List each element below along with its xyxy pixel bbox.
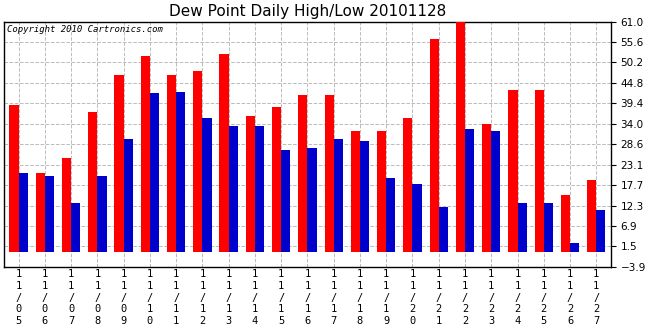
Title: Dew Point Daily High/Low 20101128: Dew Point Daily High/Low 20101128 [169, 4, 446, 19]
Bar [281, 150, 291, 252]
Bar [491, 131, 500, 252]
Bar [544, 203, 553, 252]
Bar [71, 203, 81, 252]
Bar [377, 131, 386, 252]
Bar [570, 243, 579, 252]
Bar [140, 56, 150, 252]
Bar [255, 125, 264, 252]
Bar [587, 180, 596, 252]
Bar [482, 124, 491, 252]
Bar [360, 141, 369, 252]
Bar [220, 54, 229, 252]
Bar [439, 207, 448, 252]
Bar [124, 139, 133, 252]
Bar [413, 184, 422, 252]
Bar [596, 211, 606, 252]
Bar [176, 91, 185, 252]
Bar [298, 95, 307, 252]
Text: Copyright 2010 Cartronics.com: Copyright 2010 Cartronics.com [7, 25, 163, 34]
Bar [333, 139, 343, 252]
Bar [430, 39, 439, 252]
Bar [465, 129, 474, 252]
Bar [45, 177, 54, 252]
Bar [508, 90, 517, 252]
Bar [202, 118, 212, 252]
Bar [272, 107, 281, 252]
Bar [9, 105, 19, 252]
Bar [246, 116, 255, 252]
Bar [19, 173, 28, 252]
Bar [561, 195, 570, 252]
Bar [351, 131, 360, 252]
Bar [324, 95, 333, 252]
Bar [456, 14, 465, 252]
Bar [98, 177, 107, 252]
Bar [534, 90, 544, 252]
Bar [517, 203, 526, 252]
Bar [403, 118, 413, 252]
Bar [114, 75, 124, 252]
Bar [62, 158, 71, 252]
Bar [307, 148, 317, 252]
Bar [229, 125, 238, 252]
Bar [193, 71, 202, 252]
Bar [150, 93, 159, 252]
Bar [88, 112, 98, 252]
Bar [36, 173, 45, 252]
Bar [167, 75, 176, 252]
Bar [386, 178, 395, 252]
